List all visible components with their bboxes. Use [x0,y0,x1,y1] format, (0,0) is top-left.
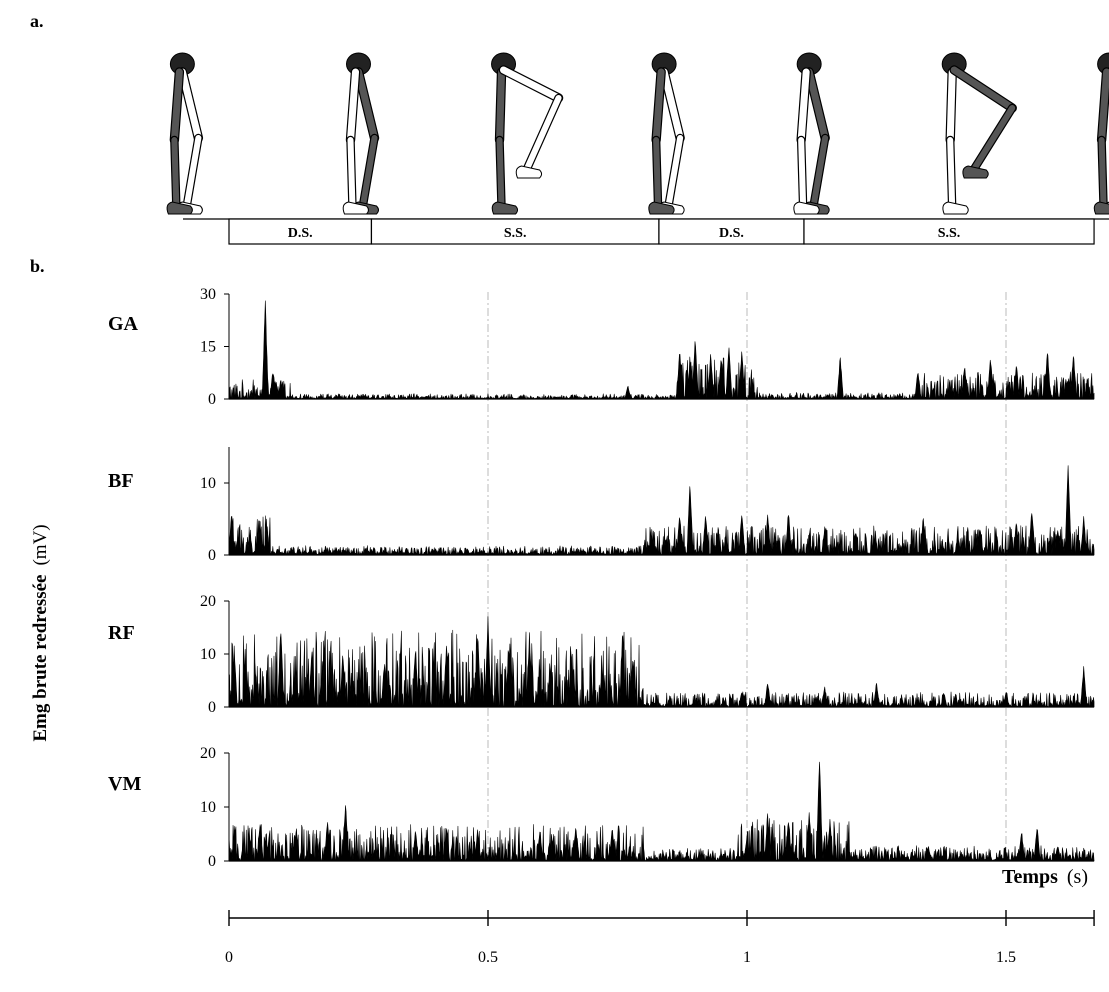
back-tibia [183,135,202,211]
y-tick-label-vm-1: 10 [200,799,216,816]
front-femur [652,68,665,144]
gait-skeleton-sequence [166,52,1109,215]
back-femur [660,68,684,142]
front-foot-icon [793,201,820,215]
y-tick-label-bf-0: 0 [208,547,216,564]
panel-label-b: b. [30,256,45,276]
y-axis-title-main: Emg brute redressée [30,575,51,742]
front-foot-icon [648,201,675,215]
skeleton-4 [648,52,685,215]
panel-label-a: a. [30,11,44,31]
front-tibia [798,137,807,211]
phase-box-4 [803,218,1095,245]
skeleton-2 [342,52,380,215]
y-tick-label-bf-1: 10 [200,475,216,492]
stance-tibia [496,137,505,211]
front-foot-icon [1093,201,1109,215]
muscle-label-rf: RF [108,622,135,644]
back-tibia [810,135,829,211]
skeleton-5 [793,52,830,215]
front-tibia [171,137,180,211]
skeleton-6 [941,52,1017,215]
x-tick-label-3: 1.5 [996,949,1016,966]
muscle-label-vm: VM [108,773,141,795]
y-tick-label-ga-2: 30 [200,286,216,303]
y-axis-title: Emg brute redressée (mV) [30,524,51,741]
stance-foot-icon [942,201,969,215]
emg-signal-bf [228,465,1095,556]
muscle-label-ga: GA [108,313,139,335]
front-femur [347,68,359,144]
swing-foot-icon [962,165,989,179]
front-femur [1098,68,1109,144]
back-tibia [359,135,378,211]
stance-foot-icon [491,201,519,215]
y-tick-label-ga-0: 0 [208,391,216,408]
emg-plots: GA 0 15 30 BF 0 10 RF 0 10 20 VM 0 10 20 [108,286,1095,870]
back-femur [178,68,202,142]
x-axis-title-main: Temps [1002,866,1058,888]
phase-box-2 [370,218,660,245]
stance-tibia [947,137,956,211]
skeleton-3 [491,52,564,215]
swing-femur [500,66,563,102]
swing-tibia [969,105,1016,175]
gait-phase-bar: D.S. S.S. D.S. S.S. [228,218,1095,245]
emg-signal-vm [228,761,1095,862]
muscle-label-bf: BF [108,470,134,492]
y-tick-label-rf-1: 10 [200,646,216,663]
emg-signal-rf [228,616,1095,708]
x-axis-title: Temps (s) [1002,866,1088,888]
front-femur [797,68,810,144]
front-foot-icon [342,201,369,215]
front-tibia [1098,137,1107,211]
back-femur [805,68,829,142]
swing-tibia [522,95,562,175]
back-femur [355,68,378,142]
x-tick-label-1: 0.5 [478,949,498,966]
y-tick-label-rf-2: 20 [200,593,216,610]
phase-label-3: D.S. [719,226,744,241]
y-tick-label-vm-0: 0 [208,853,216,870]
time-axis: 0 0.5 1 1.5 [225,910,1095,966]
emg-signal-ga [228,300,1095,400]
front-femur [170,68,183,144]
emg-plot-ga: GA 0 15 30 [108,286,1095,408]
stance-femur [496,68,506,144]
back-tibia [665,135,684,211]
x-tick-label-2: 1 [743,949,751,966]
x-tick-label-0: 0 [225,949,233,966]
y-axis-title-unit: (mV) [30,524,51,565]
swing-foot-icon [515,165,543,179]
front-tibia [347,137,356,211]
swing-femur [950,66,1016,112]
emg-plot-vm: VM 0 10 20 [108,745,1095,870]
phase-box-1 [228,218,373,245]
y-tick-label-ga-1: 15 [200,339,216,356]
phase-label-4: S.S. [938,226,961,241]
emg-plot-bf: BF 0 10 [108,447,1095,564]
x-axis-title-unit: (s) [1067,866,1088,888]
stance-femur [946,68,956,144]
phase-box-3 [658,218,805,245]
phase-label-1: D.S. [288,226,313,241]
phase-label-2: S.S. [504,226,527,241]
skeleton-7 [1093,52,1109,215]
skeleton-1 [166,52,204,215]
front-tibia [653,137,662,211]
y-tick-label-rf-0: 0 [208,699,216,716]
front-foot-icon [166,201,193,215]
emg-plot-rf: RF 0 10 20 [108,593,1095,716]
y-tick-label-vm-2: 20 [200,745,216,762]
